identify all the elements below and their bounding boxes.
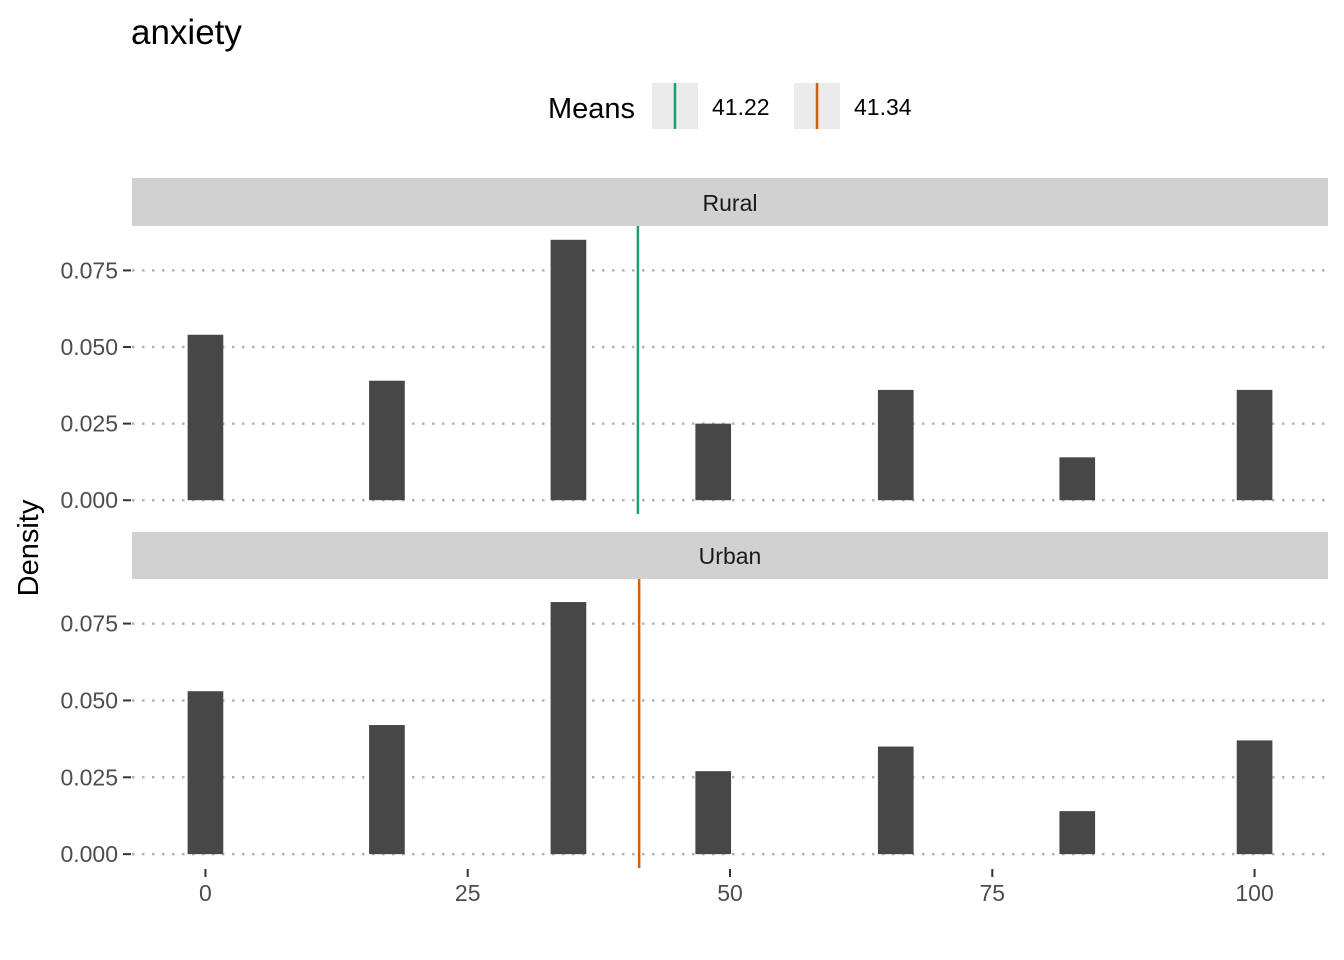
histogram-bar — [1236, 389, 1273, 501]
x-axis: 0 25 50 75 100 — [199, 869, 1274, 906]
chart-title: anxiety — [131, 13, 242, 52]
y-axis-title: Density — [13, 499, 45, 596]
facet-strip-label-rural: Rural — [703, 190, 758, 216]
x-tick-label: 75 — [979, 880, 1005, 906]
histogram-bar — [550, 239, 587, 501]
facet-panel-urban: Urban 0.000 0.025 0.050 0.075 — [60, 532, 1328, 868]
bars-urban — [187, 602, 1273, 855]
x-tick-label: 25 — [455, 880, 481, 906]
facet-strip-urban — [132, 532, 1328, 579]
histogram-bar — [1059, 811, 1096, 855]
y-tick-label: 0.050 — [60, 334, 118, 360]
histogram-bar — [369, 380, 405, 501]
histogram-bar — [550, 602, 587, 855]
y-tick-label: 0.025 — [60, 764, 118, 790]
y-tick-label: 0.075 — [60, 611, 118, 637]
bars-rural — [187, 239, 1273, 501]
y-axis-rural: 0.000 0.025 0.050 0.075 — [60, 257, 131, 513]
legend-label-2: 41.34 — [854, 94, 912, 120]
histogram-bar — [369, 725, 405, 855]
x-tick-label: 0 — [199, 880, 212, 906]
histogram-bar — [695, 423, 732, 501]
legend: Means 41.22 41.34 — [548, 83, 912, 129]
y-tick-label: 0.000 — [60, 841, 118, 867]
histogram-bar — [187, 334, 224, 501]
legend-title: Means — [548, 93, 635, 125]
histogram-bar — [187, 691, 224, 855]
histogram-bar — [877, 746, 914, 855]
histogram-bar — [1059, 457, 1096, 501]
y-tick-label: 0.075 — [60, 257, 118, 283]
histogram-bar — [877, 389, 914, 501]
legend-label-1: 41.22 — [712, 94, 770, 120]
histogram-bar — [1236, 740, 1273, 855]
x-tick-label: 100 — [1235, 880, 1273, 906]
facet-strip-rural — [132, 178, 1328, 226]
y-tick-label: 0.000 — [60, 487, 118, 513]
facet-strip-label-urban: Urban — [699, 543, 762, 569]
y-tick-label: 0.050 — [60, 687, 118, 713]
y-tick-label: 0.025 — [60, 411, 118, 437]
facet-panel-rural: Rural 0.000 0.025 0.050 0.075 — [60, 178, 1328, 514]
histogram-bar — [695, 771, 732, 855]
x-tick-label: 50 — [717, 880, 743, 906]
y-axis-urban: 0.000 0.025 0.050 0.075 — [60, 611, 131, 867]
